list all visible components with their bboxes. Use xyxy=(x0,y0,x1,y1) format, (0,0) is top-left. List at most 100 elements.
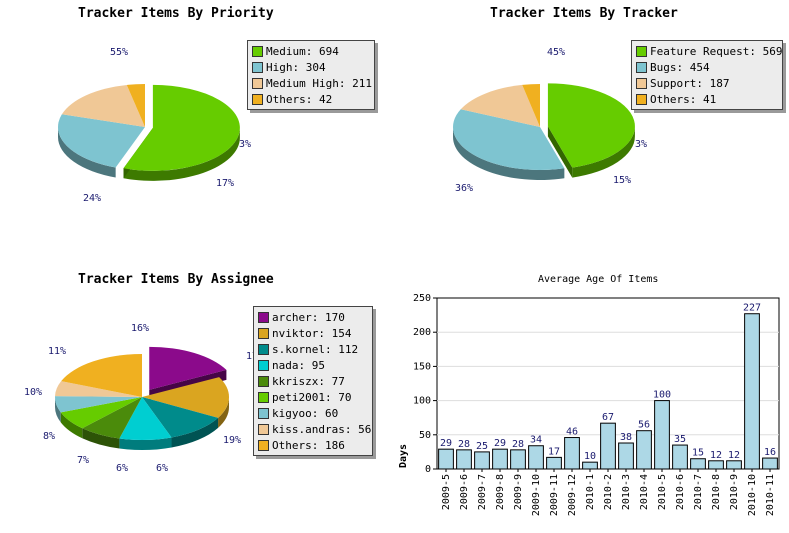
y-tick-label: 250 xyxy=(413,293,431,304)
pie-percent-label: 15% xyxy=(613,175,631,186)
pie-slice-side xyxy=(60,412,83,439)
pie-slice xyxy=(460,84,540,127)
pie-slice xyxy=(123,84,240,171)
pie-slice xyxy=(57,114,145,168)
y-tick-label: 50 xyxy=(419,430,431,441)
bar-value-label: 100 xyxy=(653,390,671,401)
x-tick-label: 2010-11 xyxy=(765,474,776,516)
legend-label: s.kornel: 112 xyxy=(272,342,359,356)
legend-entry: Others: 186 xyxy=(258,437,368,453)
bar xyxy=(528,445,544,470)
bar xyxy=(510,449,526,470)
legend-swatch xyxy=(252,61,263,73)
pie-slice-side xyxy=(82,428,120,449)
pie-percent-label: 45% xyxy=(547,47,565,58)
legend-label: Others: 42 xyxy=(266,92,333,106)
x-tick-label: 2010-8 xyxy=(711,474,722,510)
bar xyxy=(582,461,598,470)
legend-label: Feature Request: 569 xyxy=(650,44,783,58)
pie-percent-label: 19% xyxy=(223,435,241,446)
age-chart-title: Average Age Of Items xyxy=(538,274,659,285)
legend-label: nviktor: 154 xyxy=(272,326,352,340)
pie-slice-side xyxy=(453,127,565,181)
y-tick-label: 200 xyxy=(413,327,431,338)
assignee-legend: archer: 170 nviktor: 154 s.kornel: 112 nada… xyxy=(253,306,373,456)
legend-label: Medium: 694 xyxy=(266,44,339,58)
legend-label: archer: 170 xyxy=(272,310,345,324)
x-tick-label: 2010-4 xyxy=(639,474,650,510)
pie-slice xyxy=(55,381,142,397)
x-tick-label: 2009-10 xyxy=(531,474,542,516)
y-tick-label: 0 xyxy=(425,464,431,475)
pie-chart-1: 45% 36% 15% 3% xyxy=(452,47,647,194)
legend-entry: Medium: 694 xyxy=(252,43,370,59)
legend-label: peti2001: 70 xyxy=(272,390,352,404)
x-tick-label: 2010-3 xyxy=(621,474,632,510)
pie-slice-side xyxy=(119,437,172,450)
bar xyxy=(636,430,652,470)
bar xyxy=(564,437,580,470)
pie-percent-label: 7% xyxy=(77,455,89,466)
x-tick-label: 2009-8 xyxy=(495,474,506,510)
bar xyxy=(600,422,616,470)
legend-swatch xyxy=(636,45,647,57)
legend-swatch xyxy=(636,77,647,89)
legend-entry: Support: 187 xyxy=(636,75,778,91)
legend-swatch xyxy=(258,439,269,451)
pie-percent-label: 10% xyxy=(24,387,42,398)
pie-percent-label: 3% xyxy=(239,139,251,150)
x-tick-label: 2010-10 xyxy=(747,474,758,516)
pie-slice xyxy=(61,84,145,127)
legend-entry: Feature Request: 569 xyxy=(636,43,782,59)
pie-slice xyxy=(547,83,635,168)
x-tick-label: 2010-7 xyxy=(693,474,704,510)
pie-chart-2: 17 16% 11% 10% 8% 7% 6% 6% 19% xyxy=(24,323,258,474)
legend-entry: kigyoo: 60 xyxy=(258,405,368,421)
bar-value-label: 35 xyxy=(674,434,686,445)
bar-value-label: 17 xyxy=(548,446,560,457)
legend-swatch xyxy=(252,93,263,105)
pie-percent-label: 16% xyxy=(131,323,149,334)
pie-chart-0: 55% 24% 17% 3% xyxy=(57,47,251,204)
pie-slice xyxy=(452,109,565,171)
bar-value-label: 38 xyxy=(620,432,632,443)
legend-entry: Others: 41 xyxy=(636,91,778,107)
x-tick-label: 2010-2 xyxy=(603,474,614,510)
bar-value-label: 227 xyxy=(743,303,761,314)
bar-value-label: 28 xyxy=(458,439,470,450)
pie-slice xyxy=(149,346,227,390)
legend-entry: peti2001: 70 xyxy=(258,389,368,405)
pie-slice-side xyxy=(171,417,219,448)
legend-swatch xyxy=(252,45,263,57)
bar xyxy=(456,449,472,470)
pie-slice xyxy=(119,397,172,440)
x-tick-label: 2010-1 xyxy=(585,474,596,510)
bar-value-label: 29 xyxy=(440,438,452,449)
legend-label: nada: 95 xyxy=(272,358,325,372)
pie-slice xyxy=(522,84,540,127)
y-tick-label: 150 xyxy=(413,361,431,372)
bar xyxy=(474,451,490,470)
bar-value-label: 16 xyxy=(764,447,776,458)
pie-percent-label: 6% xyxy=(116,463,128,474)
pie-percent-label: 17% xyxy=(216,178,234,189)
y-tick-label: 100 xyxy=(413,396,431,407)
x-tick-label: 2010-9 xyxy=(729,474,740,510)
legend-entry: Others: 42 xyxy=(252,91,370,107)
pie-slice-side xyxy=(572,126,635,178)
priority-chart-title: Tracker Items By Priority xyxy=(78,6,274,21)
bar-value-label: 28 xyxy=(512,439,524,450)
legend-label: Others: 41 xyxy=(650,92,717,106)
bar xyxy=(762,457,778,470)
pie-percent-label: 6% xyxy=(156,463,168,474)
legend-swatch xyxy=(636,93,647,105)
pie-slice xyxy=(60,397,142,429)
legend-entry: Bugs: 454 xyxy=(636,59,778,75)
legend-swatch xyxy=(252,77,263,89)
legend-entry: nviktor: 154 xyxy=(258,325,368,341)
legend-label: Medium High: 211 xyxy=(266,76,372,90)
bar xyxy=(672,444,688,470)
bar xyxy=(690,458,706,470)
legend-entry: s.kornel: 112 xyxy=(258,341,368,357)
x-tick-label: 2009-5 xyxy=(441,474,452,510)
